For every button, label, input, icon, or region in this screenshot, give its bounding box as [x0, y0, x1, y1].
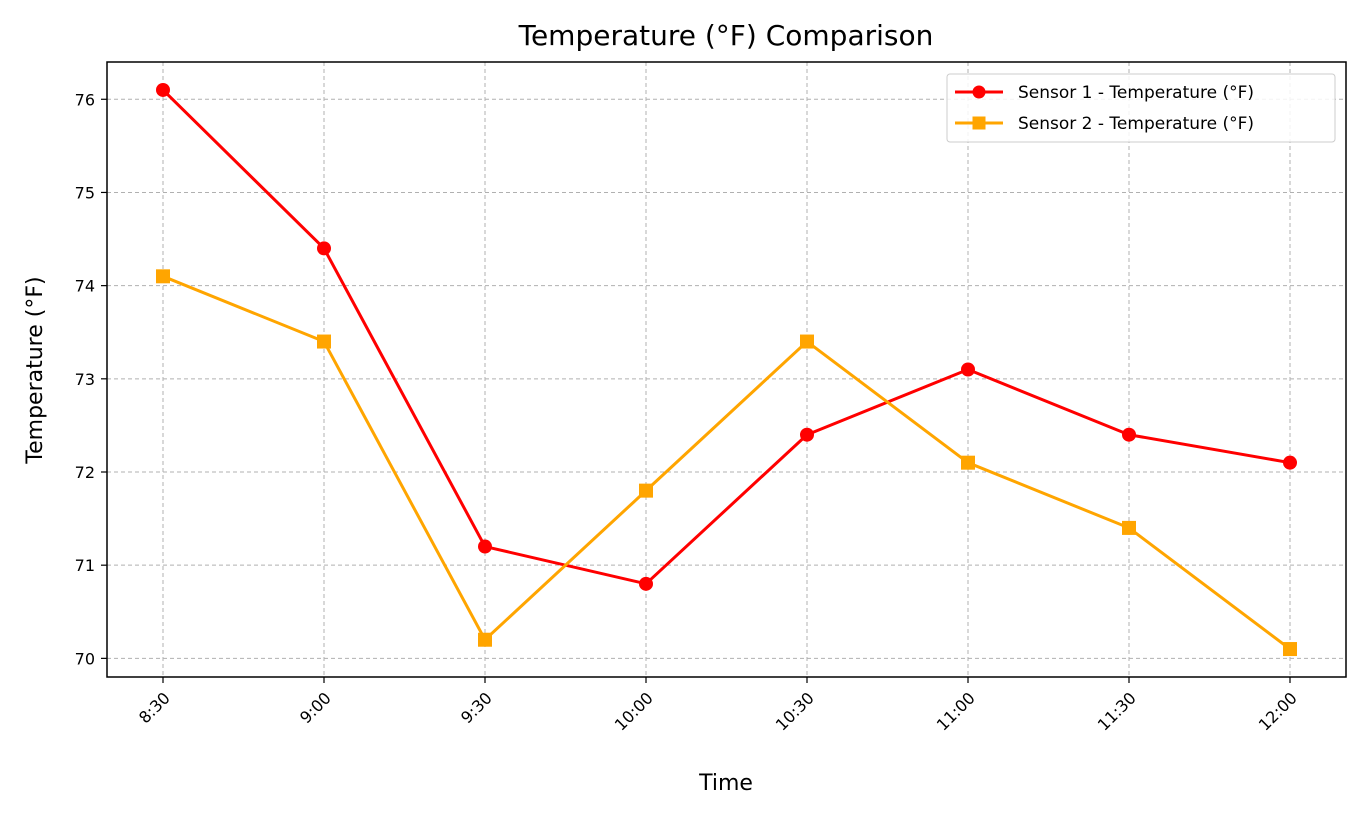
- series-layer: [156, 82, 1297, 657]
- series-1-point: [639, 576, 653, 591]
- series-1: [156, 82, 1297, 591]
- legend-entry-2: Sensor 2 - Temperature (°F): [955, 114, 1254, 134]
- x-tick-label: 10:00: [611, 688, 657, 734]
- x-tick-label: 9:30: [457, 688, 496, 727]
- legend-label: Sensor 1 - Temperature (°F): [1018, 83, 1254, 103]
- legend-box: [946, 73, 1336, 143]
- chart-title: Temperature (°F) Comparison: [518, 19, 934, 52]
- y-tick-label: 71: [75, 556, 95, 575]
- series-1-point: [317, 241, 331, 256]
- x-tick-label: 11:30: [1094, 688, 1140, 734]
- x-tick-label: 9:00: [296, 688, 335, 727]
- series-2-point: [800, 334, 814, 349]
- series-1-point: [1122, 427, 1136, 442]
- x-tick-label: 12:00: [1255, 688, 1301, 734]
- x-axis-ticks: 8:30 9:00 9:30 10:00 10:30 11:00 11:30 12:00: [135, 677, 1301, 734]
- series-2-line: [162, 274, 1291, 651]
- y-tick-label: 76: [75, 90, 95, 109]
- y-tick-label: 75: [75, 183, 95, 202]
- y-tick-label: 74: [75, 277, 95, 296]
- x-tick-label: 10:30: [772, 688, 818, 734]
- series-2-point: [317, 334, 331, 349]
- series-1-point: [478, 539, 492, 554]
- legend-entry-1: Sensor 1 - Temperature (°F): [955, 83, 1254, 103]
- legend: Sensor 1 - Temperature (°F) Sensor 2 - Te…: [946, 73, 1336, 143]
- series-2-point: [961, 455, 975, 470]
- series-1-point: [800, 427, 814, 442]
- grid: [107, 62, 1346, 677]
- series-1-point: [961, 362, 975, 377]
- series-2: [156, 269, 1297, 657]
- y-tick-label: 73: [75, 370, 95, 389]
- legend-label: Sensor 2 - Temperature (°F): [1018, 114, 1254, 134]
- series-1-line: [161, 88, 1291, 586]
- y-axis-ticks: 70 71 72 73 74 75 76: [75, 90, 107, 668]
- legend-marker: [972, 85, 986, 99]
- series-2-point: [639, 483, 653, 498]
- y-tick-label: 72: [75, 463, 95, 482]
- series-2-point: [156, 269, 170, 284]
- y-axis-label: Temperature (°F): [23, 276, 48, 464]
- plot-frame: [106, 61, 1347, 678]
- y-tick-label: 70: [75, 649, 95, 668]
- series-2-point: [1122, 520, 1136, 535]
- series-1-point: [156, 82, 170, 97]
- series-2-point: [478, 632, 492, 647]
- series-2-point: [1283, 642, 1297, 657]
- series-1-point: [1283, 455, 1297, 470]
- x-tick-label: 11:00: [933, 688, 979, 734]
- x-tick-label: 8:30: [135, 688, 174, 727]
- legend-marker: [972, 116, 986, 130]
- x-axis-label: Time: [698, 771, 753, 796]
